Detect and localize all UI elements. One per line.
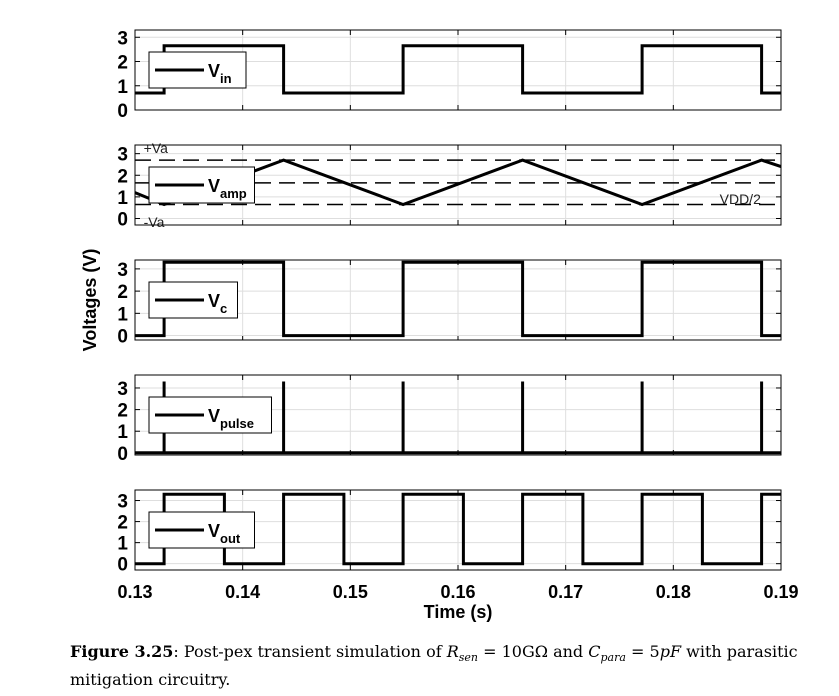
y-tick-label: 0 — [117, 327, 128, 348]
y-tick-label: 0 — [117, 444, 128, 465]
x-tick-label: 0.16 — [440, 582, 475, 602]
legend-subscript: out — [220, 531, 241, 546]
axes-box — [134, 29, 782, 111]
x-tick-label: 0.15 — [333, 582, 368, 602]
y-tick-label: 3 — [117, 492, 128, 513]
x-tick-label: 0.14 — [225, 582, 260, 602]
x-tick-label: 0.13 — [117, 582, 152, 602]
y-tick-label: 2 — [117, 401, 128, 422]
y-tick-label: 0 — [117, 210, 128, 231]
annotation: -Va — [144, 214, 165, 230]
y-tick-label: 2 — [117, 166, 128, 187]
x-tick-label: 0.18 — [656, 582, 691, 602]
legend-subscript: in — [220, 71, 232, 86]
series-line-pulse — [135, 381, 781, 455]
axes-box — [134, 259, 782, 341]
y-tick-label: 3 — [117, 145, 128, 166]
y-tick-label: 2 — [117, 282, 128, 303]
y-tick-label: 0 — [117, 555, 128, 576]
series-line-c — [135, 260, 781, 338]
figure-caption: Figure 3.25: Post-pex transient simulati… — [70, 642, 798, 690]
y-tick-label: 2 — [117, 53, 128, 74]
y-tick-label: 3 — [117, 28, 128, 49]
series-line-in — [135, 44, 781, 95]
legend-subscript: pulse — [220, 416, 254, 431]
y-tick-label: 1 — [117, 77, 128, 98]
y-tick-label: 3 — [117, 379, 128, 400]
y-tick-label: 1 — [117, 188, 128, 209]
y-axis-label: Voltages (V) — [80, 249, 100, 352]
figure-number: Figure 3.25 — [70, 642, 174, 661]
caption-eq-1: = 10GΩ and — [478, 642, 589, 661]
series-line-out — [135, 492, 781, 566]
x-tick-label: 0.19 — [763, 582, 798, 602]
y-tick-label: 3 — [117, 260, 128, 281]
axes-box — [134, 489, 782, 571]
y-tick-label: 1 — [117, 422, 128, 443]
caption-eq-2: = 5 — [625, 642, 660, 661]
c-para-subscript: para — [600, 651, 626, 665]
axes-box — [134, 144, 782, 226]
legend-subscript: c — [220, 301, 227, 316]
axes-box — [134, 374, 782, 456]
annotation: +Va — [144, 140, 168, 156]
x-tick-label: 0.17 — [548, 582, 583, 602]
legend-subscript: amp — [220, 186, 247, 201]
caption-text-1: : Post-pex transient simulation of — [173, 642, 447, 661]
y-tick-label: 1 — [117, 304, 128, 325]
r-sen-subscript: sen — [458, 651, 479, 665]
annotation: VDD/2 — [720, 191, 761, 207]
y-tick-label: 2 — [117, 513, 128, 534]
y-tick-label: 1 — [117, 534, 128, 555]
caption-text-2: with parasitic mitigation circuitry. — [70, 642, 798, 690]
y-tick-label: 0 — [117, 101, 128, 122]
x-axis-label: Time (s) — [424, 602, 493, 622]
